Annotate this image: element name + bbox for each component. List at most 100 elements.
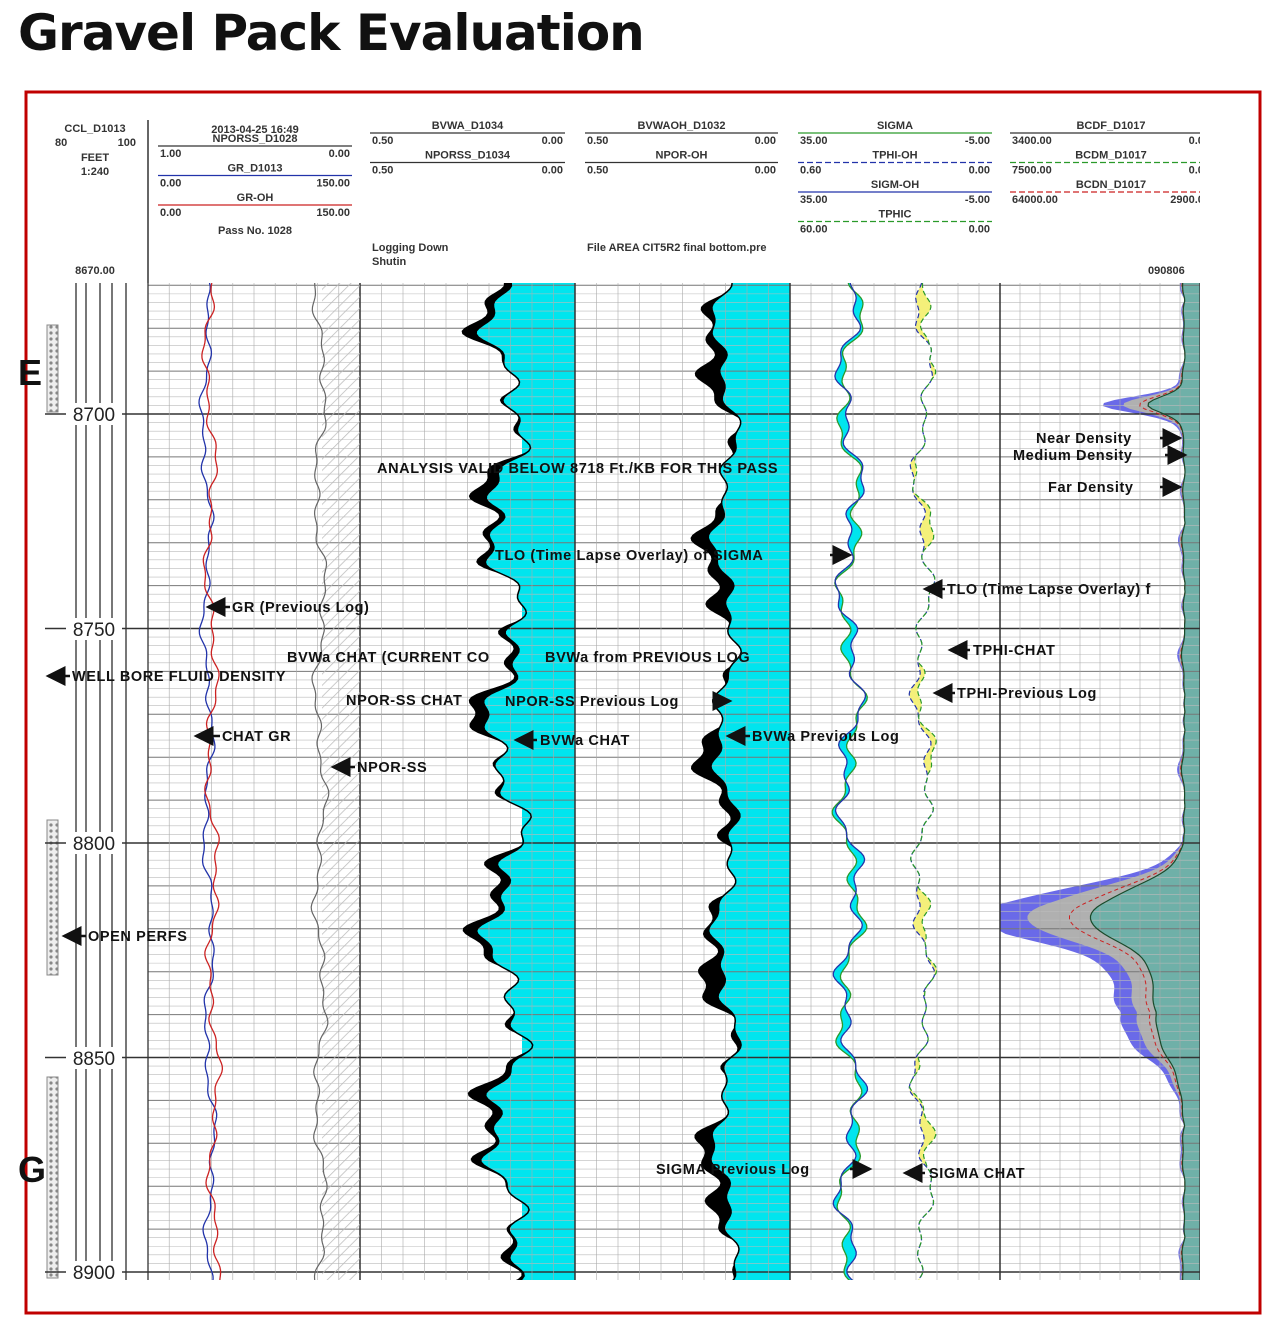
depth-label-bg [66, 618, 122, 640]
curve-right: 2900.00 [1170, 194, 1210, 206]
log-background [45, 283, 1200, 1280]
curve-left: 0.00 [160, 207, 181, 219]
slide-title: Gravel Pack Evaluation [18, 4, 645, 62]
curve-name: TPHIC [879, 209, 912, 221]
curve-right: 0.00 [542, 165, 563, 177]
depth-label: 8700 [73, 405, 115, 426]
annotations: 8700 8750 8800 8850 8900 E G ANALYSIS VALID BEL… [18, 352, 1188, 1284]
curve-left: 0.00 [160, 178, 181, 190]
header-note: Pass No. 1028 [218, 225, 292, 237]
hatch [322, 283, 360, 1280]
annotation: SIGMA CHAT [929, 1166, 1025, 1182]
header-text: CCL_D1013 [64, 123, 125, 135]
curve [198, 283, 218, 1280]
curve-name: NPORSS_D1034 [425, 150, 511, 162]
header-text: FEET [81, 152, 109, 164]
curve [475, 283, 534, 1280]
curve-right: 0.00 [755, 135, 776, 147]
perforation [46, 1076, 59, 1279]
header-note: Shutin [372, 256, 406, 268]
annotation: TLO (Time Lapse Overlay) of SIGMA [495, 548, 764, 564]
log-body [45, 283, 1200, 1280]
curve-right: 0.00 [1189, 165, 1210, 177]
header-note: 090806 [1148, 265, 1185, 277]
annotation: Near Density [1036, 431, 1132, 447]
curve-name: BCDF_D1017 [1076, 120, 1145, 132]
annotation: GR (Previous Log) [232, 600, 370, 616]
curve-left: 1.00 [160, 148, 181, 160]
curve-left: 0.60 [800, 165, 821, 177]
curve-right: 150.00 [316, 178, 350, 190]
curve-name: SIGMA [877, 120, 913, 132]
depth-label-bg [66, 403, 122, 425]
curve-name: BVWA_D1034 [432, 120, 504, 132]
curve [707, 283, 742, 1280]
annotation: Far Density [1048, 480, 1134, 496]
curve-name: NPOR-OH [656, 150, 708, 162]
curve-name: SIGM-OH [871, 179, 919, 191]
curve [908, 283, 938, 1280]
curve-left: 60.00 [800, 224, 828, 236]
annotation: WELL BORE FLUID DENSITY [72, 669, 286, 685]
annotation: BVWa Previous Log [752, 729, 899, 745]
curve-name: GR-OH [237, 192, 274, 204]
depth-label-bg [66, 832, 122, 854]
annotation: NPOR-SS [357, 760, 427, 776]
annotation: TPHI-Previous Log [957, 686, 1097, 702]
curve-left: 35.00 [800, 194, 828, 206]
annotation: CHAT GR [222, 729, 291, 745]
curve-left: 0.50 [372, 135, 393, 147]
annotation: BVWa CHAT [540, 733, 630, 749]
annotation: NPOR-SS CHAT [346, 693, 463, 709]
yellow-fill [909, 283, 937, 1280]
header-text: 2013-04-25 16:49 [211, 124, 298, 136]
annotation: BVWa from PREVIOUS LOG [545, 650, 750, 666]
curve-right: 150.00 [316, 207, 350, 219]
perforation [46, 324, 59, 413]
curve-name: NPORSS_D1028 [213, 133, 298, 145]
curve-right: 0.00 [969, 165, 990, 177]
depth-label-bg [66, 1261, 122, 1283]
curve-right: 0.00 [755, 165, 776, 177]
zone-label: E [18, 352, 42, 393]
zone-label: G [18, 1149, 46, 1190]
annotation: NPOR-SS Previous Log [505, 694, 679, 710]
curve-left: 0.50 [372, 165, 393, 177]
depth-label: 8800 [73, 834, 115, 855]
curve-name: BVWAOH_D1032 [637, 120, 725, 132]
black-fill [461, 283, 533, 1280]
depth-label-bg [66, 1047, 122, 1069]
header-text: 100 [118, 137, 136, 149]
curve [201, 283, 224, 1280]
curve [310, 283, 330, 1280]
black-fill [690, 283, 742, 1280]
annotation: ANALYSIS VALID BELOW 8718 Ft./KB FOR THI… [377, 461, 778, 477]
annotation: TPHI-CHAT [973, 643, 1055, 659]
annotation: TLO (Time Lapse Overlay) f [947, 582, 1151, 598]
curve-left: 0.50 [587, 135, 608, 147]
curve-right: 0.00 [1189, 135, 1210, 147]
teal-fill [1090, 283, 1200, 1280]
annotation: Medium Density [1013, 448, 1133, 464]
header-text: 80 [55, 137, 67, 149]
annotation: OPEN PERFS [88, 929, 187, 945]
curve-right: 0.00 [329, 148, 350, 160]
curve-name: GR_D1013 [227, 163, 282, 175]
curve-right: -5.00 [965, 194, 990, 206]
curve-name: TPHI-OH [872, 150, 917, 162]
curve-left: 0.50 [587, 165, 608, 177]
curve [832, 283, 869, 1280]
curve-name: BCDN_D1017 [1076, 179, 1146, 191]
curve-left: 3400.00 [1012, 135, 1052, 147]
depth-label: 8850 [73, 1049, 115, 1070]
curve-left: 35.00 [800, 135, 828, 147]
depth-label: 8900 [73, 1263, 115, 1284]
curve-right: 0.00 [542, 135, 563, 147]
annotation: SIGMA Previous Log [656, 1162, 810, 1178]
perforation [46, 819, 59, 976]
header-text: 8670.00 [75, 265, 115, 277]
frame [24, 90, 1262, 1315]
curve-left: 7500.00 [1012, 165, 1052, 177]
